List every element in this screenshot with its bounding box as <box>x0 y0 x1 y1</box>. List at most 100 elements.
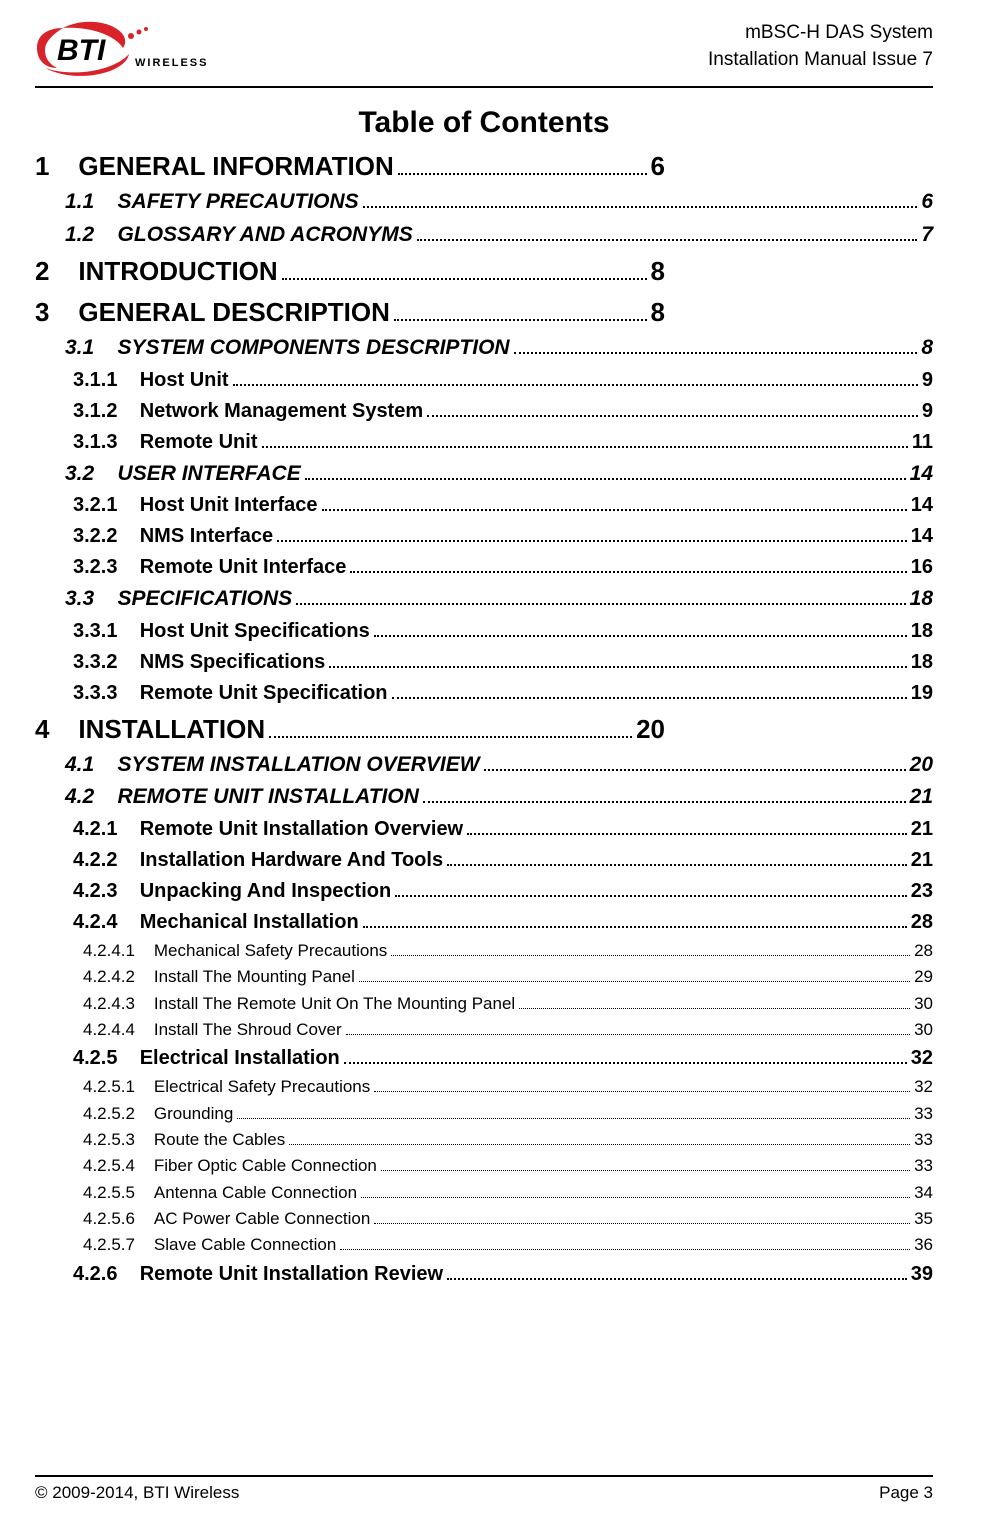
toc-entry: 3.2.3 Remote Unit Interface16 <box>35 552 933 583</box>
toc-entry-label: 3.3.1 Host Unit Specifications <box>73 616 370 647</box>
toc-dots <box>417 220 918 241</box>
toc-dots <box>374 1076 910 1092</box>
toc-entry-label: 3.3 SPECIFICATIONS <box>65 583 292 616</box>
toc-entry-page: 16 <box>911 552 933 583</box>
toc-entry-label: 4.2.5.7 Slave Cable Connection <box>83 1232 336 1258</box>
toc-entry-label: 4.2.4.2 Install The Mounting Panel <box>83 964 355 990</box>
toc-entry-page: 36 <box>914 1232 933 1258</box>
footer-copyright: © 2009-2014, BTI Wireless <box>35 1483 239 1503</box>
toc-entry: 4.2.4.2 Install The Mounting Panel 29 <box>35 964 933 990</box>
toc-entry-label: 1.2 GLOSSARY AND ACRONYMS <box>65 219 413 252</box>
toc-entry: 4.2.4.3 Install The Remote Unit On The M… <box>35 991 933 1017</box>
toc-entry: 4.2.5.2 Grounding33 <box>35 1101 933 1127</box>
toc-entry-label: 3.2.2 NMS Interface <box>73 521 273 552</box>
toc-dots <box>514 333 918 354</box>
toc-entry-page: 14 <box>910 458 933 491</box>
toc-entry-label: 4.2.4.1 Mechanical Safety Precautions <box>83 938 387 964</box>
toc-entry-page: 28 <box>911 907 933 938</box>
toc-entry-page: 30 <box>914 991 933 1017</box>
toc-entry-label: 4.2.4.3 Install The Remote Unit On The M… <box>83 991 515 1017</box>
toc-entry: 1.1 SAFETY PRECAUTIONS6 <box>35 186 933 219</box>
toc-entry: 4 INSTALLATION20 <box>35 709 665 749</box>
toc-dots <box>484 750 906 771</box>
toc-entry-page: 39 <box>911 1259 933 1290</box>
toc-entry-label: 3.1.3 Remote Unit <box>73 427 258 458</box>
toc-entry-label: 4.2.5.6 AC Power Cable Connection <box>83 1206 370 1232</box>
toc-entry-label: 3.1 SYSTEM COMPONENTS DESCRIPTION <box>65 332 510 365</box>
table-of-contents: 1 GENERAL INFORMATION61.1 SAFETY PRECAUT… <box>35 146 933 1290</box>
toc-entry-page: 6 <box>921 186 933 219</box>
toc-dots <box>381 1155 910 1171</box>
toc-entry-page: 21 <box>910 781 933 814</box>
toc-entry-page: 21 <box>911 814 933 845</box>
toc-entry-page: 18 <box>911 647 933 678</box>
header-doc-title: mBSC-H DAS System Installation Manual Is… <box>708 20 933 73</box>
toc-entry-label: 4.2.5.5 Antenna Cable Connection <box>83 1180 357 1206</box>
toc-entry-page: 14 <box>911 490 933 521</box>
toc-dots <box>269 712 632 737</box>
toc-entry-page: 8 <box>921 332 933 365</box>
toc-dots <box>423 783 906 804</box>
toc-entry-page: 33 <box>914 1101 933 1127</box>
toc-dots <box>447 1260 907 1280</box>
toc-entry-page: 32 <box>914 1074 933 1100</box>
toc-entry-page: 30 <box>914 1017 933 1043</box>
header-line2: Installation Manual Issue 7 <box>708 47 933 74</box>
toc-entry-label: 4.2.1 Remote Unit Installation Overview <box>73 814 463 845</box>
toc-dots <box>237 1102 910 1118</box>
page-footer: © 2009-2014, BTI Wireless Page 3 <box>35 1475 933 1503</box>
toc-dots <box>350 553 906 573</box>
toc-dots <box>289 1129 910 1145</box>
toc-dots <box>305 459 906 480</box>
toc-dots <box>359 966 910 982</box>
toc-entry: 3.1.2 Network Management System9 <box>35 396 933 427</box>
toc-dots <box>467 815 907 835</box>
toc-entry: 4.2.4 Mechanical Installation28 <box>35 907 933 938</box>
toc-entry-label: 4.2.5 Electrical Installation <box>73 1043 340 1074</box>
toc-entry: 3.1.3 Remote Unit11 <box>35 427 933 458</box>
toc-entry: 4.2.3 Unpacking And Inspection23 <box>35 876 933 907</box>
toc-entry-page: 33 <box>914 1127 933 1153</box>
toc-dots <box>363 187 918 208</box>
toc-dots <box>340 1234 910 1250</box>
toc-entry: 4.2.5.3 Route the Cables33 <box>35 1127 933 1153</box>
toc-entry-page: 7 <box>921 219 933 252</box>
document-page: BTI WIRELESS mBSC-H DAS System Installat… <box>0 0 983 1531</box>
toc-entry-page: 34 <box>914 1180 933 1206</box>
bti-logo-icon: BTI WIRELESS <box>35 20 210 78</box>
toc-entry-page: 9 <box>922 365 933 396</box>
page-header: BTI WIRELESS mBSC-H DAS System Installat… <box>35 20 933 88</box>
toc-dots <box>392 679 907 699</box>
toc-entry-page: 20 <box>636 709 665 749</box>
toc-entry: 1 GENERAL INFORMATION6 <box>35 146 665 186</box>
toc-entry-label: 4.1 SYSTEM INSTALLATION OVERVIEW <box>65 749 480 782</box>
toc-entry: 4.2.1 Remote Unit Installation Overview 2… <box>35 814 933 845</box>
toc-entry-label: 3.2.1 Host Unit Interface <box>73 490 318 521</box>
toc-dots <box>233 366 918 386</box>
toc-entry: 4.2.2 Installation Hardware And Tools21 <box>35 845 933 876</box>
toc-entry-label: 4.2.5.1 Electrical Safety Precautions <box>83 1074 370 1100</box>
toc-entry-label: 3.2 USER INTERFACE <box>65 458 301 491</box>
toc-dots <box>519 992 910 1008</box>
toc-entry: 3.1 SYSTEM COMPONENTS DESCRIPTION 8 <box>35 332 933 365</box>
header-line1: mBSC-H DAS System <box>708 20 933 47</box>
toc-entry-label: 3.1.1 Host Unit <box>73 365 229 396</box>
toc-entry-page: 8 <box>651 251 665 291</box>
toc-entry-page: 20 <box>910 749 933 782</box>
toc-entry: 2 INTRODUCTION8 <box>35 251 665 291</box>
toc-dots <box>296 584 905 605</box>
toc-dots <box>262 428 908 448</box>
toc-entry-page: 33 <box>914 1153 933 1179</box>
toc-dots <box>374 617 907 637</box>
toc-entry: 3.3.3 Remote Unit Specification19 <box>35 678 933 709</box>
toc-dots <box>395 877 907 897</box>
toc-entry: 4.2.4.4 Install The Shroud Cover30 <box>35 1017 933 1043</box>
toc-dots <box>391 940 910 956</box>
toc-entry-label: 4.2 REMOTE UNIT INSTALLATION <box>65 781 419 814</box>
toc-entry: 3 GENERAL DESCRIPTION8 <box>35 292 665 332</box>
toc-dots <box>398 150 647 175</box>
footer-page-number: Page 3 <box>879 1483 933 1503</box>
toc-dots <box>322 491 907 511</box>
toc-entry-page: 29 <box>914 964 933 990</box>
toc-entry: 3.3 SPECIFICATIONS18 <box>35 583 933 616</box>
